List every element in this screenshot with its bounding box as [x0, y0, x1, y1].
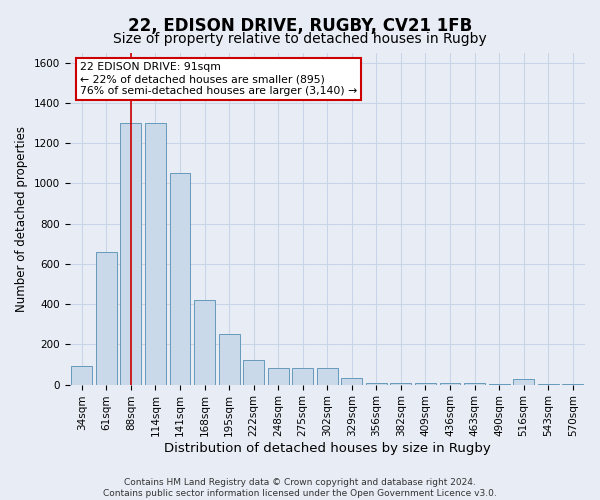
X-axis label: Distribution of detached houses by size in Rugby: Distribution of detached houses by size …: [164, 442, 491, 455]
Bar: [243, 360, 264, 384]
Bar: [366, 382, 387, 384]
Text: 22, EDISON DRIVE, RUGBY, CV21 1FB: 22, EDISON DRIVE, RUGBY, CV21 1FB: [128, 18, 472, 36]
Bar: [170, 174, 190, 384]
Bar: [145, 123, 166, 384]
Bar: [218, 334, 239, 384]
Bar: [464, 382, 485, 384]
Bar: [194, 300, 215, 384]
Text: 22 EDISON DRIVE: 91sqm
← 22% of detached houses are smaller (895)
76% of semi-de: 22 EDISON DRIVE: 91sqm ← 22% of detached…: [80, 62, 357, 96]
Bar: [440, 382, 460, 384]
Bar: [121, 123, 142, 384]
Text: Size of property relative to detached houses in Rugby: Size of property relative to detached ho…: [113, 32, 487, 46]
Bar: [317, 368, 338, 384]
Y-axis label: Number of detached properties: Number of detached properties: [15, 126, 28, 312]
Bar: [292, 368, 313, 384]
Bar: [268, 368, 289, 384]
Bar: [513, 378, 534, 384]
Bar: [96, 252, 117, 384]
Bar: [341, 378, 362, 384]
Bar: [391, 382, 412, 384]
Bar: [71, 366, 92, 384]
Bar: [415, 382, 436, 384]
Text: Contains HM Land Registry data © Crown copyright and database right 2024.
Contai: Contains HM Land Registry data © Crown c…: [103, 478, 497, 498]
